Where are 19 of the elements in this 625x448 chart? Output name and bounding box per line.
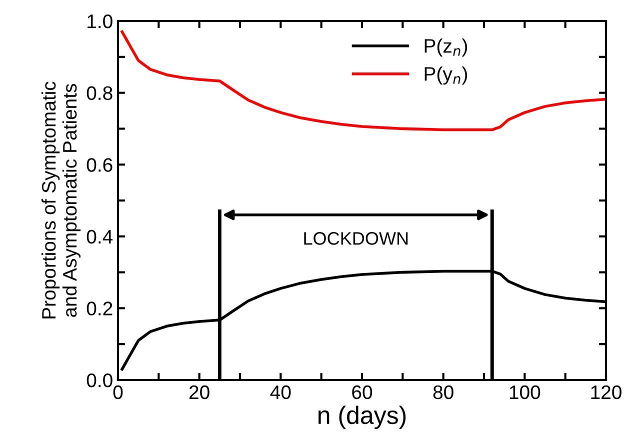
annotation: LOCKDOWN	[304, 232, 408, 245]
x-tick-label: 20	[190, 385, 210, 400]
legend-label: P(y$_{n}$)	[424, 66, 468, 85]
x-tick-label: 120	[591, 385, 622, 400]
y-axis-title: Proportions of Symptomatic and Asymptomatic Patients	[41, 82, 81, 318]
y-tick-label: 0.0	[86, 373, 112, 388]
x-tick-label: 60	[352, 385, 372, 400]
x-tick-label: 0	[113, 385, 123, 400]
x-tick-label: 40	[270, 385, 291, 400]
y-tick-label: 0.8	[86, 86, 112, 100]
y-tick-label: 1.0	[88, 14, 112, 28]
line-series	[120, 30, 606, 132]
y-tick-label: 0.2	[86, 302, 112, 316]
x-tick-label: 100	[510, 385, 540, 400]
x-axis-title: n (days)	[318, 406, 406, 430]
legend-label: P(z$_{n}$)	[424, 38, 468, 57]
y-tick-label: 0.6	[86, 158, 112, 172]
y-tick-label: 0.4	[86, 230, 113, 244]
x-tick-label: 80	[433, 385, 454, 400]
